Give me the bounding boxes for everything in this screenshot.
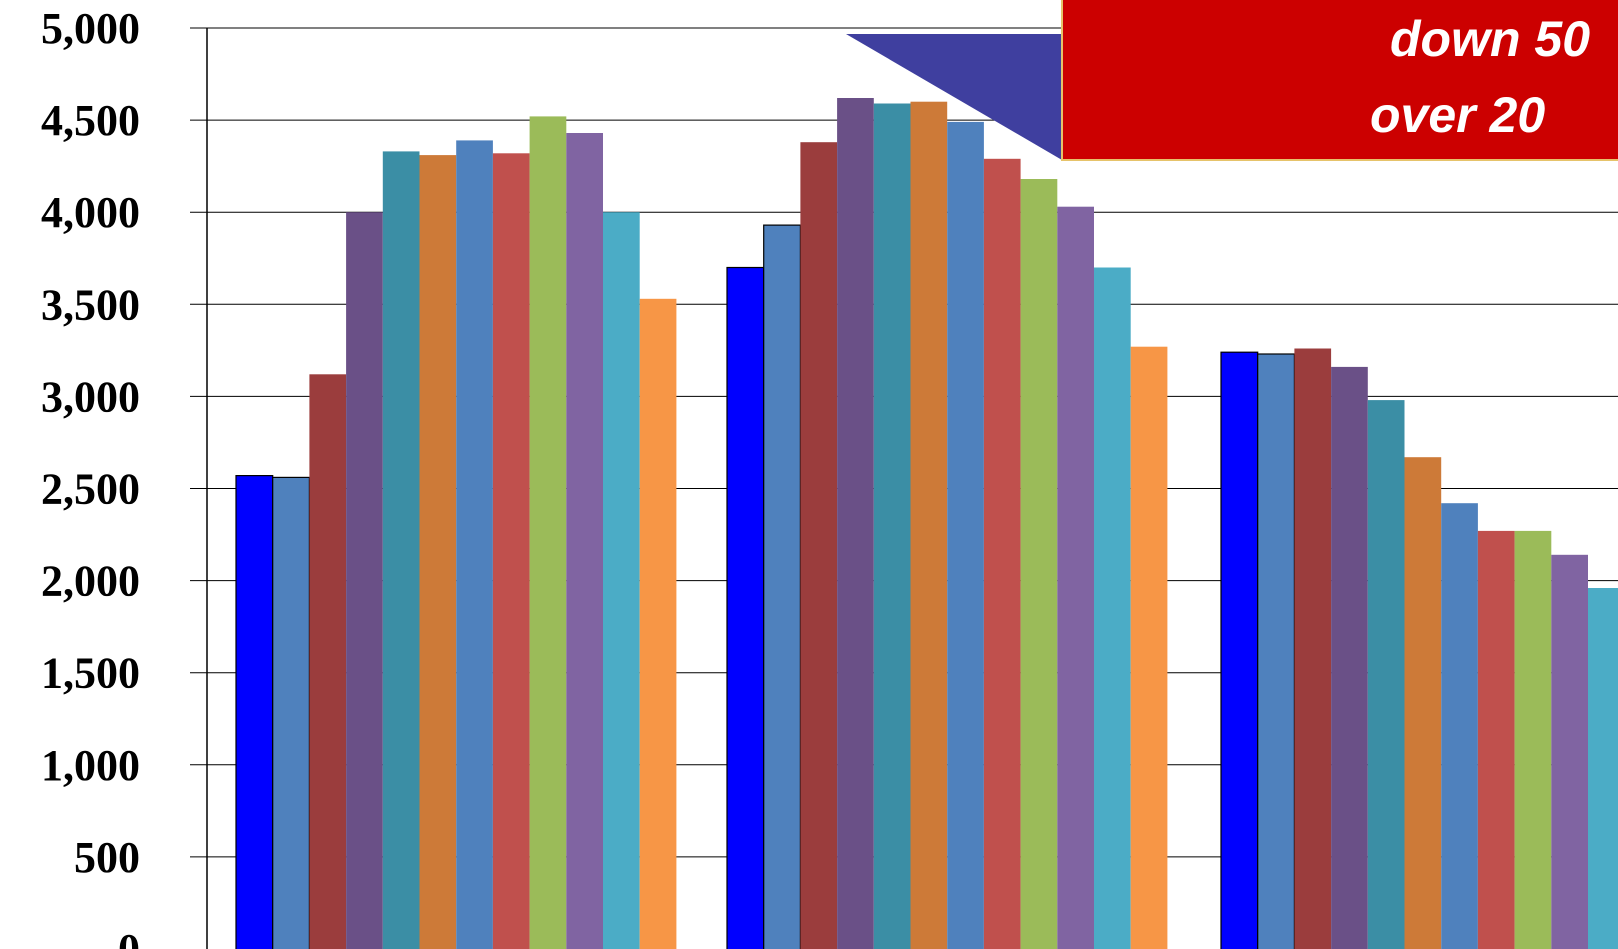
bar-g3-11: [1588, 588, 1618, 949]
y-tick-label: 1,000: [41, 741, 140, 790]
callout-box: down 50 over 20: [846, 0, 1618, 161]
bar-g2-11: [1094, 267, 1131, 949]
bar-g1-10: [566, 133, 603, 949]
bar-g2-7: [947, 121, 984, 949]
bar-g1-5: [382, 151, 420, 949]
y-tick-label: 3,000: [41, 372, 140, 421]
bar-g2-10: [1057, 206, 1094, 949]
bar-g1-7: [456, 140, 493, 949]
bar-g1-4: [346, 212, 383, 949]
bar-g3-1: [1220, 351, 1259, 949]
callout-background: [1061, 0, 1618, 161]
bar-g1-12: [639, 298, 677, 949]
bar-g3-10: [1551, 554, 1588, 949]
bar-g2-4: [837, 98, 874, 949]
callout-line-2: over 20: [1370, 87, 1545, 143]
bar-g1-8: [492, 153, 530, 949]
bar-g1-3: [309, 374, 347, 949]
bar-g3-2: [1257, 353, 1295, 949]
bar-g3-6: [1404, 457, 1442, 949]
bar-g2-9: [1020, 179, 1058, 949]
bar-g2-5: [873, 103, 911, 949]
bar-g2-3: [800, 142, 838, 949]
bar-g3-9: [1514, 530, 1552, 949]
bar-g3-8: [1477, 530, 1515, 949]
bar-g1-1: [235, 475, 274, 949]
y-tick-label: 500: [74, 833, 140, 882]
callout-pointer: [846, 34, 1062, 160]
y-tick-label: 0: [118, 925, 140, 949]
bar-g3-5: [1367, 400, 1405, 949]
bar-g3-7: [1441, 503, 1478, 949]
bar-g2-6: [910, 101, 948, 949]
bar-g2-8: [983, 158, 1021, 949]
bar-g3-3: [1294, 348, 1332, 949]
y-tick-label: 1,500: [41, 649, 140, 698]
bar-g2-2: [763, 224, 802, 949]
bar-g2-12: [1130, 346, 1168, 949]
y-tick-label: 5,000: [41, 4, 140, 53]
y-axis-tick-labels: 0 500 1,000 1,500 2,000 2,500 3,000 3,500 4,000 4…: [41, 4, 140, 949]
bar-g1-2: [272, 476, 311, 949]
y-tick-label: 3,500: [41, 280, 140, 329]
bar-g3-4: [1331, 366, 1368, 949]
callout-line-1: down 50: [1390, 11, 1590, 67]
y-tick-label: 4,500: [41, 96, 140, 145]
bar-g2-1: [726, 266, 765, 949]
y-tick-label: 2,500: [41, 465, 140, 514]
bar-g1-9: [529, 116, 567, 949]
bar-series: [235, 98, 1618, 949]
y-tick-label: 2,000: [41, 557, 140, 606]
bar-g1-11: [603, 212, 640, 949]
bar-g1-6: [419, 155, 457, 949]
y-tick-label: 4,000: [41, 188, 140, 237]
